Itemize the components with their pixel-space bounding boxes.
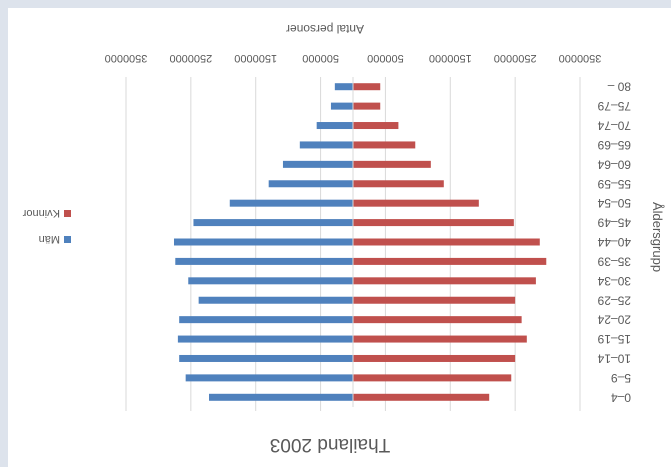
x-tick-label: 2500000 bbox=[169, 52, 212, 64]
category-label: 50–54 bbox=[597, 196, 631, 210]
x-tick-labels: 3500000 2500000 1500000 500000 500000 1500000… bbox=[105, 52, 602, 64]
category-label: 25–29 bbox=[597, 293, 631, 307]
category-label: 15–19 bbox=[597, 332, 631, 346]
bar-woman bbox=[353, 316, 522, 324]
bar-woman bbox=[353, 277, 536, 285]
category-label: 55–59 bbox=[597, 177, 631, 191]
legend: Män Kvinnor bbox=[22, 207, 71, 245]
legend-label: Män bbox=[39, 233, 60, 245]
bar-man bbox=[188, 277, 353, 285]
bar-woman bbox=[353, 393, 490, 401]
bar-woman bbox=[353, 374, 512, 382]
category-label: 80 – bbox=[607, 80, 631, 94]
category-label: 40–44 bbox=[597, 235, 631, 249]
bar-woman bbox=[353, 335, 527, 343]
legend-swatch bbox=[64, 210, 71, 217]
bar-woman bbox=[353, 122, 399, 130]
bars bbox=[173, 83, 547, 401]
chart-title: Thailand 2003 bbox=[270, 434, 390, 455]
bar-woman bbox=[353, 102, 381, 110]
x-tick-label: 2500000 bbox=[494, 52, 537, 64]
bar-man bbox=[282, 160, 353, 168]
bar-woman bbox=[353, 160, 431, 168]
category-label: 35–39 bbox=[597, 254, 631, 268]
bar-woman bbox=[353, 354, 516, 362]
x-tick-label: 3500000 bbox=[559, 52, 602, 64]
category-label: 45–49 bbox=[597, 216, 631, 230]
bar-man bbox=[330, 102, 353, 110]
y-axis-label: Åldersgrupp bbox=[650, 202, 665, 272]
bar-woman bbox=[353, 141, 416, 149]
bar-woman bbox=[353, 257, 547, 265]
x-tick-label: 1500000 bbox=[429, 52, 472, 64]
category-label: 60–64 bbox=[597, 157, 631, 171]
bar-man bbox=[229, 199, 353, 207]
bar-woman bbox=[353, 296, 516, 304]
bar-man bbox=[334, 83, 353, 91]
bar-man bbox=[173, 238, 353, 246]
bar-man bbox=[299, 141, 353, 149]
x-tick-label: 1500000 bbox=[234, 52, 277, 64]
bar-woman bbox=[353, 180, 444, 188]
bar-man bbox=[268, 180, 353, 188]
bar-man bbox=[177, 335, 353, 343]
category-label: 5–9 bbox=[611, 371, 631, 385]
category-label: 10–14 bbox=[597, 351, 631, 365]
category-label: 0–4 bbox=[611, 390, 631, 404]
category-label: 75–79 bbox=[597, 99, 631, 113]
category-label: 65–69 bbox=[597, 138, 631, 152]
bar-man bbox=[185, 374, 353, 382]
category-label: 20–24 bbox=[597, 313, 631, 327]
bar-man bbox=[193, 219, 353, 227]
bar-woman bbox=[353, 238, 540, 246]
bar-man bbox=[179, 354, 353, 362]
bar-woman bbox=[353, 199, 479, 207]
category-label: 30–34 bbox=[597, 274, 631, 288]
category-axis: 0–4 5–9 10–14 15–19 20–24 25–29 30–34 35–39 40–4… bbox=[352, 77, 631, 407]
x-tick-label: 500000 bbox=[367, 52, 404, 64]
x-tick-label: 3500000 bbox=[105, 52, 148, 64]
bar-man bbox=[175, 257, 353, 265]
bar-man bbox=[316, 122, 353, 130]
bar-woman bbox=[353, 83, 381, 91]
bar-man bbox=[179, 316, 353, 324]
bar-man bbox=[198, 296, 353, 304]
legend-label: Kvinnor bbox=[22, 207, 60, 219]
bar-woman bbox=[353, 219, 514, 227]
category-label: 70–74 bbox=[597, 119, 631, 133]
x-axis-label: Antal personer bbox=[286, 22, 364, 36]
legend-swatch bbox=[64, 236, 71, 243]
bar-man bbox=[209, 393, 353, 401]
x-tick-label: 500000 bbox=[302, 52, 339, 64]
